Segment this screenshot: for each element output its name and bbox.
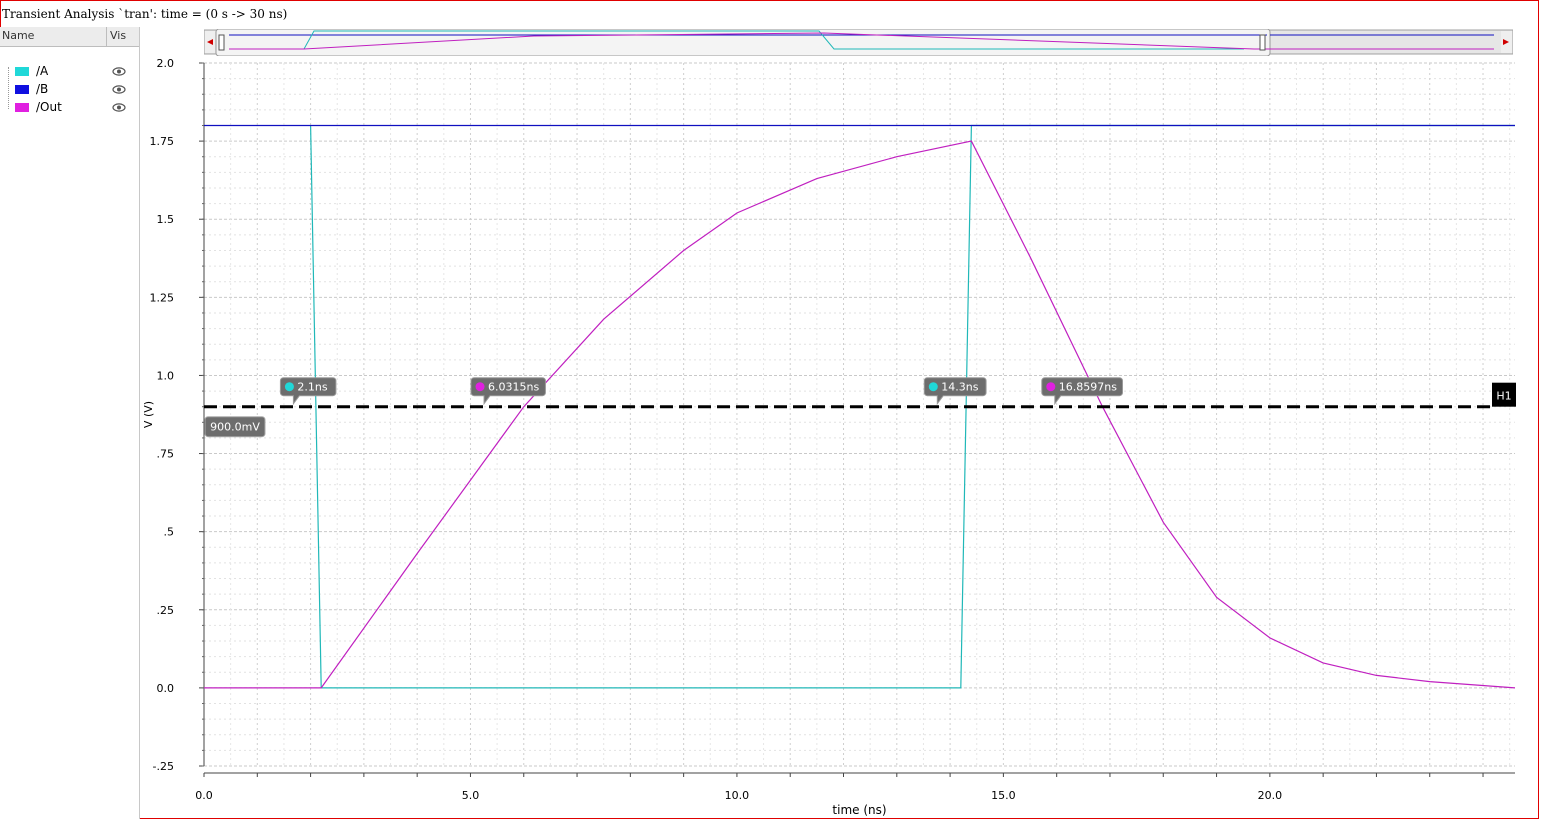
marker-dot [928, 382, 938, 392]
overview-thumbnail [229, 30, 1494, 50]
h1-value-label: 900.0mV [210, 421, 260, 434]
y-tick-label: 1.25 [150, 291, 175, 304]
x-tick-label: 15.0 [991, 789, 1016, 802]
marker-dot [475, 382, 485, 392]
scroll-thumb[interactable] [215, 29, 1271, 56]
x-tick-label: 0.0 [195, 789, 213, 802]
signal-row-b[interactable]: /B [0, 81, 139, 99]
h1-value-box [204, 416, 266, 438]
x-axis-label: time (ns) [832, 803, 886, 817]
signal-a-swatch [15, 67, 29, 76]
eye-icon[interactable] [112, 103, 126, 112]
marker-label: 16.8597ns [1059, 381, 1117, 394]
marker-dot [284, 382, 294, 392]
marker-dot [1046, 382, 1056, 392]
tree-connector [8, 67, 17, 109]
scroll-left-arrow-icon [207, 39, 213, 45]
signal-list-header: Name Vis [0, 27, 139, 47]
scroll-right-arrow-icon [1503, 39, 1509, 45]
y-tick-label: 1.5 [157, 213, 175, 226]
h1-marker-tag [1492, 382, 1516, 407]
eye-icon[interactable] [112, 67, 126, 76]
signal-b-swatch [15, 85, 29, 94]
overview-scrollbar[interactable] [204, 29, 1513, 56]
marker-callout [470, 377, 546, 406]
signal-out-swatch [15, 103, 29, 112]
y-tick-label: .25 [157, 604, 175, 617]
x-tick-label: 5.0 [462, 789, 480, 802]
marker-label: 14.3ns [941, 381, 978, 394]
marker-callout [1041, 377, 1123, 406]
y-tick-label: .5 [164, 526, 175, 539]
marker-label: 6.0315ns [488, 381, 539, 394]
marker-callout [923, 377, 987, 406]
y-tick-label: 0.0 [157, 682, 175, 695]
column-header-name[interactable]: Name [2, 29, 35, 42]
y-axis-label: V (V) [142, 401, 155, 428]
signal-row-out[interactable]: /Out [0, 99, 139, 117]
y-tick-label: .75 [157, 448, 175, 461]
eye-icon[interactable] [112, 85, 126, 94]
series-line-out [204, 140, 1516, 689]
scroll-thumb-right-grip[interactable] [1259, 34, 1266, 51]
marker-callout [279, 377, 337, 406]
y-tick-label: 1.75 [150, 135, 175, 148]
signal-row-a[interactable]: /A [0, 63, 139, 81]
scroll-thumb-left-grip[interactable] [218, 34, 225, 51]
signal-b-label: /B [36, 82, 49, 96]
h1-marker-label: H1 [1496, 390, 1511, 403]
y-tick-label: -.25 [153, 760, 174, 773]
signal-list-panel: Name Vis /A /B /Out [0, 27, 140, 819]
y-tick-label: 2.0 [157, 57, 175, 70]
signal-out-label: /Out [36, 100, 62, 114]
column-header-vis[interactable]: Vis [106, 27, 126, 46]
window-title: Transient Analysis `tran': time = (0 s -… [2, 7, 288, 21]
waveform-chart[interactable]: 2.0 1.75 1.5 1.25 1.0 .75 .5 .25 0.0 -.25 0.0 5.0 10… [140, 56, 1530, 821]
x-tick-label: 20.0 [1258, 789, 1283, 802]
marker-label: 2.1ns [297, 381, 327, 394]
signal-a-label: /A [36, 64, 49, 78]
y-tick-label: 1.0 [157, 369, 175, 382]
x-tick-label: 10.0 [725, 789, 750, 802]
